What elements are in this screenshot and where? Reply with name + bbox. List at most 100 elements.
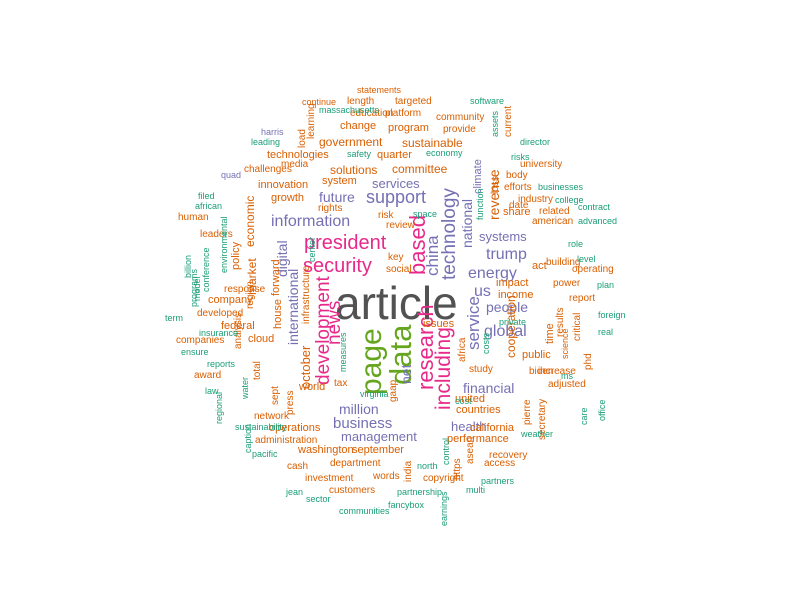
word-company: company xyxy=(208,294,253,306)
word-risks: risks xyxy=(511,152,530,162)
word-human: human xyxy=(178,212,209,223)
word-trump: trump xyxy=(486,246,527,263)
word-function: function xyxy=(475,188,485,220)
word-length: length xyxy=(347,96,375,107)
word-reports: reports xyxy=(207,359,236,369)
word-technology: technology xyxy=(439,188,460,280)
word-house: house xyxy=(272,299,284,329)
word-water: water xyxy=(240,376,250,399)
word-care: care xyxy=(579,407,589,425)
word-india: india xyxy=(403,460,414,482)
word-partnership: partnership xyxy=(397,487,443,497)
word-management: management xyxy=(341,429,417,444)
word-infrastructure: infrastructure xyxy=(301,265,312,324)
word-body: body xyxy=(506,170,528,181)
word-october: october xyxy=(298,345,313,389)
word-software: software xyxy=(470,96,505,106)
word-ms: ms xyxy=(561,371,573,381)
word-university: university xyxy=(520,159,563,170)
word-security: security xyxy=(303,255,372,277)
word-foreign: foreign xyxy=(598,310,626,320)
word-forward: forward xyxy=(270,259,282,296)
word-power: power xyxy=(553,278,581,289)
word-world: world xyxy=(299,381,326,393)
word-private: private xyxy=(499,317,527,327)
word-impact: impact xyxy=(496,277,529,289)
word-adjusted: adjusted xyxy=(548,379,586,390)
word-biden: biden xyxy=(529,366,554,377)
word-building: building xyxy=(546,257,581,268)
word-key: key xyxy=(388,252,404,263)
word-harris: harris xyxy=(261,127,284,137)
word-office: office xyxy=(597,399,607,421)
word-science: science xyxy=(560,328,570,359)
word-china: china xyxy=(423,235,442,276)
word-current: current xyxy=(503,105,514,137)
word-jean: jean xyxy=(286,487,304,497)
word-sector: sector xyxy=(306,494,331,504)
word-developed: developed xyxy=(197,308,244,319)
word-global: global xyxy=(484,323,527,340)
word-phd: phd xyxy=(583,353,594,370)
word-conference: conference xyxy=(201,247,211,292)
word-economic: economic xyxy=(243,195,257,247)
word-ensure: ensure xyxy=(181,347,209,357)
word-study: study xyxy=(469,364,493,375)
word-investment: investment xyxy=(305,473,354,484)
word-level: level xyxy=(577,254,596,264)
word-risk: risk xyxy=(378,210,394,221)
word-program: program xyxy=(388,122,429,134)
word-systems: systems xyxy=(479,229,527,244)
word-africa: africa xyxy=(457,337,468,362)
word-contract: contract xyxy=(578,202,611,212)
word-space: space xyxy=(413,209,438,219)
word-costs: costs xyxy=(481,332,491,354)
word-african: african xyxy=(195,201,223,211)
word-increase: increase xyxy=(538,366,576,377)
word-media: media xyxy=(281,159,309,170)
word-federal: federal xyxy=(221,320,255,332)
word-partners: partners xyxy=(481,476,515,486)
word-article: article xyxy=(335,277,458,329)
word-washington: washington xyxy=(298,444,354,456)
word-innovation: innovation xyxy=(258,179,309,191)
word-cost: cost xyxy=(455,396,472,406)
word-united: united xyxy=(455,393,485,405)
word-term: term xyxy=(165,313,183,323)
word-cash: cash xyxy=(287,461,309,472)
word-law: law xyxy=(205,386,219,396)
word-quad: quad xyxy=(221,170,242,180)
word-asean: asean xyxy=(465,436,476,464)
word-provide: provide xyxy=(443,124,476,135)
word-leaders: leaders xyxy=(200,229,233,240)
word-recovery: recovery xyxy=(489,450,528,461)
word-information: information xyxy=(271,213,351,230)
word-us: us xyxy=(474,283,491,300)
word-businesses: businesses xyxy=(538,182,584,192)
word-education: education xyxy=(350,108,394,119)
word-countries: countries xyxy=(456,404,501,416)
word-community: community xyxy=(436,112,485,123)
word-massachusetts: massachusetts xyxy=(319,105,380,115)
word-energy: energy xyxy=(468,265,517,282)
word-efforts: efforts xyxy=(504,182,532,193)
word-response: response xyxy=(224,284,266,295)
word-north: north xyxy=(417,461,438,471)
word-future: future xyxy=(319,189,355,205)
word-environmental: environmental xyxy=(219,216,229,273)
word-control: control xyxy=(441,437,451,465)
word-insurance: insurance xyxy=(199,328,239,338)
word-pacific: pacific xyxy=(252,449,278,459)
word-including: including xyxy=(432,327,455,410)
word-international: international xyxy=(285,268,301,345)
word-solutions: solutions xyxy=(330,163,378,177)
word-learning: learning xyxy=(306,103,317,139)
word-social: social xyxy=(386,264,412,275)
word-income: income xyxy=(498,289,534,301)
word-multi: multi xyxy=(466,485,486,495)
word-customers: customers xyxy=(329,485,376,496)
word-sustainability: sustainability xyxy=(235,422,287,432)
word-issues: issues xyxy=(423,318,455,330)
word-statements: statements xyxy=(357,85,402,95)
